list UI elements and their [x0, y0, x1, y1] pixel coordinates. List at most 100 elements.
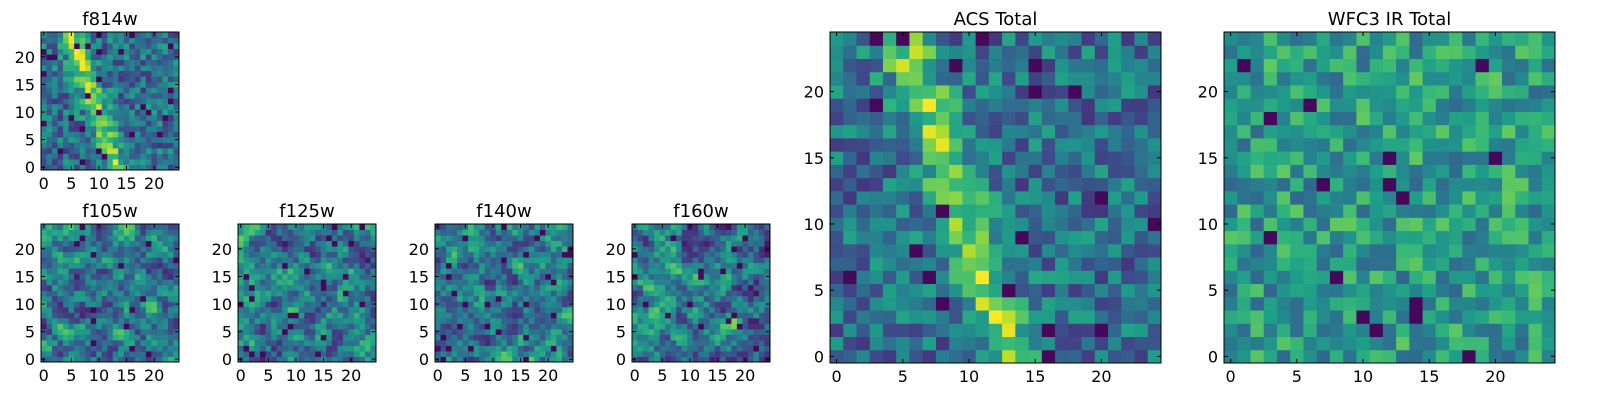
heatmap-cell	[41, 153, 48, 160]
heatmap-cell	[134, 59, 141, 66]
heatmap-cell	[1488, 270, 1503, 285]
heatmap-cell	[1475, 45, 1490, 59]
heatmap-cell	[1263, 243, 1278, 258]
heatmap-cell	[556, 350, 563, 357]
heatmap-cell	[1121, 257, 1136, 271]
heatmap-cell	[1081, 243, 1096, 258]
heatmap-cell	[512, 273, 519, 280]
heatmap-cell	[1250, 32, 1265, 46]
heatmap-cell	[720, 301, 727, 308]
heatmap-cell	[1015, 124, 1030, 139]
heatmap-cell	[1276, 45, 1291, 59]
heatmap-cell	[320, 317, 327, 324]
heatmap-cell	[293, 301, 300, 308]
heatmap-cell	[167, 328, 174, 335]
heatmap-cell	[736, 224, 743, 231]
heatmap-cell	[304, 268, 311, 275]
heatmap-cell	[140, 70, 147, 77]
heatmap-cell	[512, 251, 519, 258]
heatmap-cell	[714, 235, 721, 242]
heatmap-cell	[659, 279, 666, 286]
heatmap-cell	[57, 120, 64, 127]
heatmap-cell	[359, 317, 366, 324]
heatmap-cell	[1435, 257, 1450, 271]
heatmap-cell	[320, 268, 327, 275]
heatmap-cell	[74, 251, 81, 258]
heatmap-cell	[254, 345, 261, 352]
heatmap-cell	[681, 339, 688, 346]
heatmap-cell	[758, 356, 765, 363]
heatmap-cell	[68, 306, 75, 313]
heatmap-cell	[975, 230, 990, 245]
heatmap-cell	[962, 98, 977, 112]
heatmap-cell	[1303, 217, 1318, 232]
heatmap-cell	[353, 356, 360, 363]
heatmap-cell	[643, 284, 650, 291]
heatmap-cell	[1382, 283, 1397, 298]
heatmap-cell	[534, 301, 541, 308]
heatmap-cell	[304, 306, 311, 313]
heatmap-cell	[260, 246, 267, 253]
heatmap-cell	[457, 284, 464, 291]
heatmap-cell	[249, 323, 256, 330]
heatmap-cell	[1237, 323, 1251, 338]
heatmap-cell	[1303, 270, 1318, 285]
heatmap-cell	[167, 339, 174, 346]
heatmap-cell	[1449, 151, 1463, 165]
heatmap-cell	[85, 92, 92, 99]
heatmap-cell	[90, 251, 97, 258]
heatmap-cell	[1250, 296, 1265, 311]
heatmap-cell	[935, 349, 950, 364]
heatmap-cell	[74, 120, 81, 127]
heatmap-cell	[830, 323, 844, 338]
heatmap-cell	[140, 158, 147, 165]
heatmap-cell	[1475, 84, 1490, 99]
heatmap-cell	[534, 323, 541, 330]
heatmap-cell	[134, 109, 141, 116]
heatmap-cell	[90, 317, 97, 324]
heatmap-cell	[843, 323, 857, 338]
heatmap-cell	[320, 323, 327, 330]
heatmap-cell	[1316, 296, 1331, 311]
y-tick-label: 5	[25, 131, 35, 150]
heatmap-cell	[747, 273, 754, 280]
heatmap-cell	[68, 98, 75, 105]
heatmap-cell	[1528, 190, 1543, 205]
heatmap-cell	[1409, 58, 1424, 73]
heatmap-cell	[320, 235, 327, 242]
heatmap-cell	[173, 142, 180, 149]
heatmap-cell	[1290, 310, 1304, 324]
heatmap-cell	[254, 262, 261, 269]
heatmap-cell	[484, 334, 491, 341]
heatmap-cell	[654, 328, 661, 335]
heatmap-cell	[962, 217, 977, 232]
heatmap-cell	[134, 32, 141, 39]
heatmap-cell	[1502, 151, 1516, 165]
heatmap-cell	[550, 246, 557, 253]
heatmap-cell	[1502, 349, 1516, 364]
heatmap-cell	[123, 350, 130, 357]
heatmap-cell	[129, 334, 136, 341]
heatmap-cell	[495, 246, 502, 253]
heatmap-cell	[90, 312, 97, 319]
heatmap-cell	[747, 257, 754, 264]
heatmap-cell	[528, 273, 535, 280]
heatmap-cell	[140, 164, 147, 171]
heatmap-cell	[342, 235, 349, 242]
heatmap-cell	[720, 295, 727, 302]
heatmap-cell	[41, 323, 48, 330]
heatmap-cell	[1276, 336, 1291, 351]
heatmap-cell	[52, 37, 59, 44]
heatmap-cell	[457, 306, 464, 313]
heatmap-cell	[68, 268, 75, 275]
heatmap-cell	[714, 345, 721, 352]
heatmap-cell	[1475, 349, 1490, 364]
heatmap-cell	[173, 251, 180, 258]
heatmap-cell	[276, 284, 283, 291]
heatmap-cell	[495, 356, 502, 363]
heatmap-cell	[670, 224, 677, 231]
heatmap-cell	[370, 312, 377, 319]
heatmap-cell	[1462, 310, 1477, 324]
heatmap-cell	[238, 251, 245, 258]
heatmap-cell	[1329, 84, 1344, 99]
